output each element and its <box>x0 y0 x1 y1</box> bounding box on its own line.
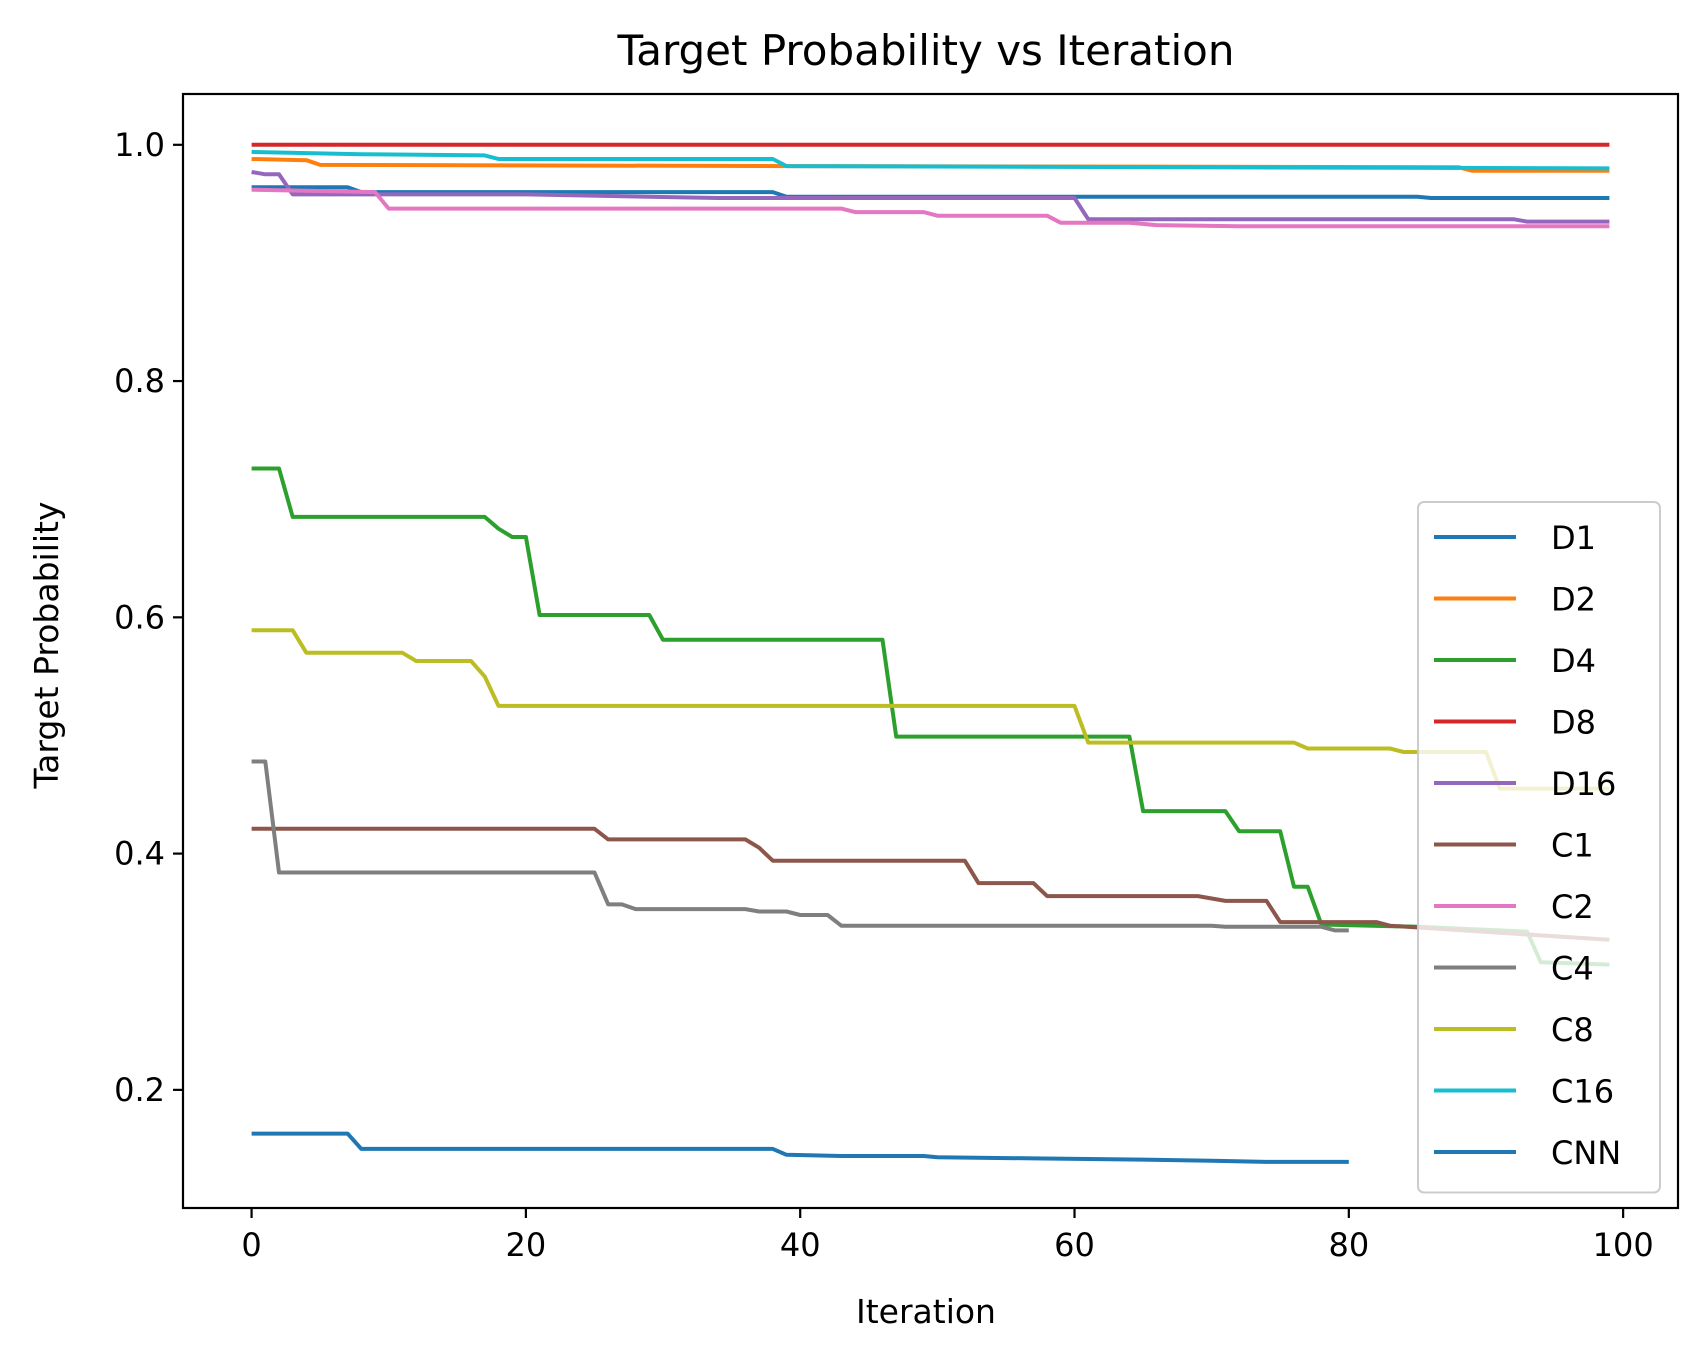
x-tick-label: 100 <box>1593 1226 1654 1264</box>
y-axis-ticks: 0.2 0.4 0.6 0.8 1.0 <box>114 126 183 1109</box>
y-tick-label: 1.0 <box>114 126 165 164</box>
x-tick-label: 0 <box>241 1226 261 1264</box>
legend-label-cnn: CNN <box>1551 1134 1621 1172</box>
legend: D1 D2 D4 D8 D16 C1 C2 C4 C8 C16 CNN <box>1417 501 1661 1194</box>
legend-label-d4: D4 <box>1551 642 1596 680</box>
series-line-c4 <box>251 759 1349 933</box>
legend-label-d16: D16 <box>1551 765 1616 803</box>
y-tick-label: 0.8 <box>114 362 165 400</box>
legend-label-d2: D2 <box>1551 581 1596 619</box>
x-axis-label: Iteration <box>856 1292 996 1331</box>
legend-label-c2: C2 <box>1551 888 1594 926</box>
series-line-cnn <box>251 1131 1349 1164</box>
x-tick-label: 60 <box>1054 1226 1095 1264</box>
legend-label-d8: D8 <box>1551 704 1596 742</box>
y-tick-label: 0.4 <box>114 835 165 873</box>
legend-box <box>1417 501 1661 1194</box>
series-line-c2 <box>251 187 1610 229</box>
x-axis-ticks: 0 20 40 60 80 100 <box>241 1208 1654 1264</box>
x-tick-label: 40 <box>780 1226 821 1264</box>
x-tick-label: 20 <box>506 1226 547 1264</box>
legend-label-c1: C1 <box>1551 827 1594 865</box>
x-tick-label: 80 <box>1328 1226 1369 1264</box>
series-line-c16 <box>251 149 1610 171</box>
legend-label-c4: C4 <box>1551 950 1594 988</box>
y-tick-label: 0.2 <box>114 1071 165 1109</box>
series-line-c1 <box>251 826 1610 942</box>
series-line-d1 <box>251 185 1610 200</box>
legend-label-c16: C16 <box>1551 1073 1614 1111</box>
legend-label-c8: C8 <box>1551 1011 1594 1049</box>
y-tick-label: 0.6 <box>114 598 165 636</box>
y-axis-label: Target Probability <box>27 501 66 789</box>
axes-frame <box>181 92 1680 1210</box>
series-line-d16 <box>251 170 1610 224</box>
legend-label-d1: D1 <box>1551 519 1596 557</box>
series-line-c8 <box>251 628 1610 791</box>
series-line-d4 <box>251 466 1610 967</box>
chart-title: Target Probability vs Iteration <box>617 26 1235 75</box>
plot-lines <box>251 142 1610 1164</box>
